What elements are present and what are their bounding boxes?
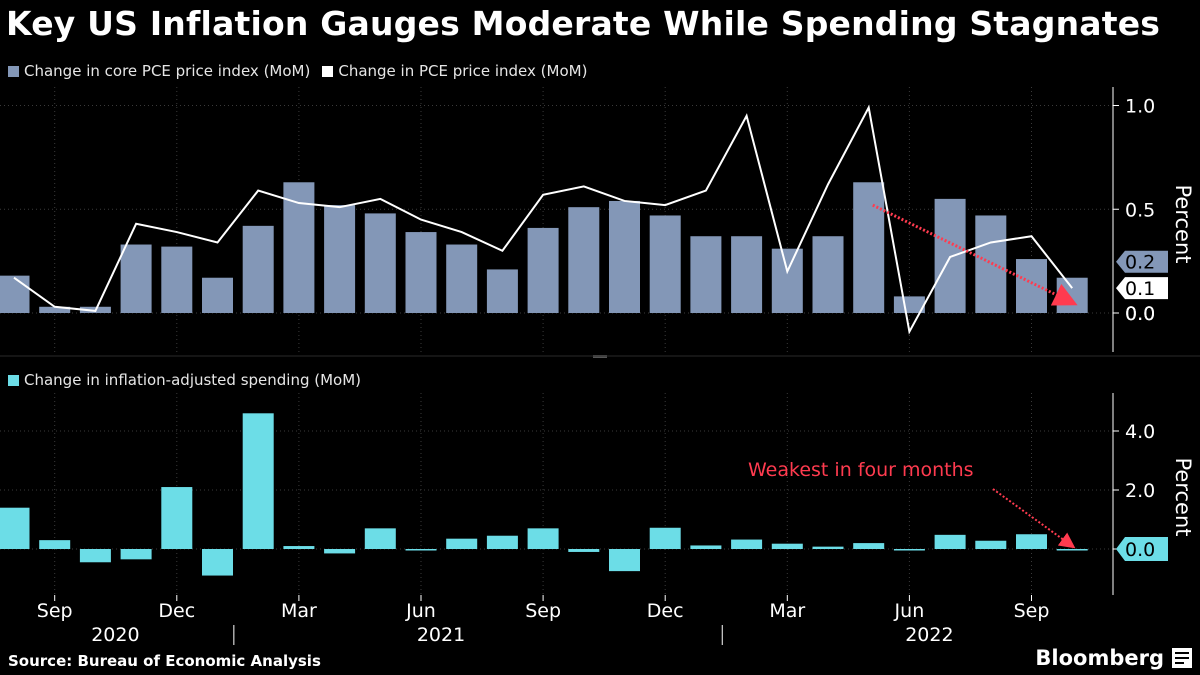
spending-bar-10: [405, 549, 437, 551]
bloomberg-logo: Bloomberg: [1035, 646, 1192, 670]
spending-bar-21: [853, 543, 885, 549]
xtick-label-6: Mar: [769, 600, 805, 622]
top-end-pce-label: 0.1: [1125, 278, 1155, 300]
spending-bar-14: [568, 549, 600, 552]
legend-spending-swatch: [8, 374, 19, 386]
bottom-ytick-label-1: 2.0: [1125, 480, 1155, 502]
core-pce-bar-11: [446, 244, 478, 313]
bottom-legend: Change in inflation-adjusted spending (M…: [8, 371, 373, 389]
xtick-label-1: Dec: [158, 600, 195, 622]
bottom-annotation-arrow: [992, 488, 1076, 549]
core-pce-bar-21: [853, 182, 885, 313]
top-yaxis-title: Percent: [1171, 184, 1195, 263]
legend-core-pce-label: Change in core PCE price index (MoM): [24, 62, 311, 80]
core-pce-bar-12: [486, 269, 518, 313]
top-legend: Change in core PCE price index (MoM) Cha…: [8, 62, 599, 80]
source-note: Source: Bureau of Economic Analysis: [8, 652, 321, 670]
xtick-label-7: Jun: [894, 600, 925, 622]
xtick-label-8: Sep: [1014, 600, 1050, 622]
legend-pce-swatch: [322, 65, 334, 77]
xtick-label-2: Mar: [281, 600, 317, 622]
core-pce-bar-9: [364, 213, 396, 313]
core-pce-bar-19: [771, 248, 803, 313]
core-pce-bar-15: [609, 200, 640, 313]
spending-bar-6: [242, 413, 274, 549]
bottom-end-label-bg: [1116, 537, 1168, 561]
spending-bar-4: [161, 487, 193, 549]
bottom-ytick-label-2: 4.0: [1125, 421, 1155, 443]
chart-title: Key US Inflation Gauges Moderate While S…: [6, 4, 1161, 43]
legend-spending: Change in inflation-adjusted spending (M…: [8, 371, 361, 389]
top-trend-arrow: [872, 203, 1078, 306]
spending-bar-3: [120, 549, 152, 560]
spending-bar-12: [486, 535, 518, 549]
year-label-2: 2022: [905, 624, 953, 646]
legend-spending-label: Change in inflation-adjusted spending (M…: [24, 371, 362, 389]
xtick-label-0: Sep: [37, 600, 73, 622]
spending-bar-18: [731, 539, 763, 549]
spending-bar-19: [771, 543, 803, 549]
core-pce-bar-0: [0, 275, 30, 313]
spending-bar-8: [324, 549, 356, 554]
bottom-yaxis-title: Percent: [1171, 457, 1195, 536]
core-pce-bar-6: [242, 225, 274, 313]
core-pce-bar-10: [405, 232, 437, 313]
spending-bar-11: [446, 538, 478, 549]
spending-bar-17: [690, 545, 722, 549]
legend-pce-label: Change in PCE price index (MoM): [338, 62, 588, 80]
spending-bar-1: [39, 540, 71, 549]
legend-core-pce-swatch: [8, 65, 19, 77]
core-pce-bar-20: [812, 236, 844, 313]
spending-bar-0: [0, 507, 30, 549]
year-label-0: 2020: [91, 624, 139, 646]
core-pce-bar-5: [202, 277, 233, 313]
core-pce-bar-22: [893, 296, 925, 313]
core-pce-bar-4: [161, 246, 193, 313]
top-ytick-label-2: 1.0: [1125, 96, 1155, 118]
bottom-annotation-text: Weakest in four months: [748, 459, 974, 481]
core-pce-bar-17: [690, 236, 722, 313]
xtick-label-5: Dec: [647, 600, 684, 622]
top-end-pce-bg: [1116, 277, 1168, 300]
legend-pce: Change in PCE price index (MoM): [322, 62, 587, 80]
core-pce-bar-1: [39, 306, 71, 313]
bottom-end-label: 0.0: [1125, 539, 1155, 561]
top-end-core-label: 0.2: [1125, 252, 1155, 274]
spending-bar-15: [609, 549, 640, 572]
spending-bar-25: [1016, 534, 1047, 549]
core-pce-bar-26: [1056, 277, 1088, 313]
top-end-core-bg: [1116, 250, 1168, 273]
spending-bar-20: [812, 546, 844, 549]
top-ytick-label-1: 0.5: [1125, 199, 1155, 221]
spending-bar-13: [527, 528, 559, 549]
spending-bar-7: [283, 546, 315, 549]
core-pce-bar-18: [731, 236, 763, 313]
core-pce-bar-7: [283, 182, 315, 313]
xtick-label-4: Sep: [525, 600, 561, 622]
xtick-label-3: Jun: [405, 600, 436, 622]
spending-bar-26: [1056, 549, 1088, 551]
spending-bar-23: [934, 534, 966, 549]
bloomberg-wordmark: Bloomberg: [1035, 646, 1164, 670]
spending-bar-22: [893, 549, 925, 551]
top-ytick-label-0: 0.0: [1125, 303, 1155, 325]
core-pce-bar-8: [324, 205, 356, 313]
spending-bar-16: [649, 527, 681, 549]
core-pce-bar-3: [120, 244, 152, 313]
core-pce-bar-14: [568, 207, 600, 313]
spending-bar-9: [364, 528, 396, 549]
core-pce-bar-25: [1016, 259, 1047, 313]
spending-bar-2: [79, 549, 111, 563]
core-pce-bar-13: [527, 227, 559, 313]
spending-bar-24: [975, 540, 1007, 549]
year-label-1: 2021: [417, 624, 465, 646]
legend-core-pce: Change in core PCE price index (MoM): [8, 62, 310, 80]
spending-bar-5: [202, 549, 233, 576]
bloomberg-terminal-icon: [1172, 648, 1192, 668]
top-end-zero-label: 0.0: [1125, 303, 1155, 325]
core-pce-bar-16: [649, 215, 681, 313]
